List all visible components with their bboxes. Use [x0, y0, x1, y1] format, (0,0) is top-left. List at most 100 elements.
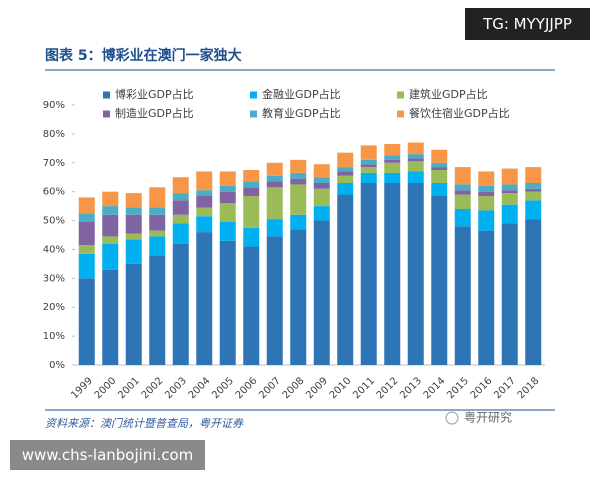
bar-segment [78, 213, 95, 222]
bar-segment [313, 188, 330, 207]
bar-segment [501, 204, 518, 224]
bar-segment [172, 223, 189, 244]
bar-segment [78, 278, 95, 365]
y-tick-label: 60% [43, 187, 65, 198]
bar-segment [290, 172, 307, 179]
bar-segment [196, 216, 213, 233]
bar-segment [102, 236, 119, 244]
bar-segment [243, 170, 260, 182]
bar-segment [102, 243, 119, 270]
bar-segment [219, 203, 236, 222]
bar-segment [149, 207, 166, 215]
y-tick-label: 30% [43, 273, 65, 284]
bar-segment [125, 239, 142, 264]
y-tick-label: 80% [43, 129, 65, 140]
overlay-bottom: www.chs-lanbojini.com [10, 440, 205, 470]
bar-segment [360, 145, 377, 160]
x-tick-label: 2015 [445, 375, 471, 401]
bar-segment [196, 207, 213, 217]
bar-segment [407, 161, 424, 172]
bar-segment [266, 187, 283, 220]
legend-swatch [250, 110, 257, 118]
bar-segment [525, 219, 542, 365]
bar-segment [407, 142, 424, 155]
x-tick-label: 2014 [422, 375, 448, 401]
bar-segment [149, 230, 166, 237]
bar-segment [337, 171, 354, 176]
x-tick-label: 2017 [492, 375, 518, 401]
y-tick-label: 10% [43, 331, 65, 342]
legend-label: 博彩业GDP占比 [115, 87, 194, 101]
bar-segment [337, 167, 354, 172]
source: 资料来源：澳门统计暨普查局，粤开证券 [45, 417, 244, 430]
bar-segment [478, 185, 495, 192]
bar-segment [478, 191, 495, 196]
bar-segment [125, 214, 142, 234]
bar-segment [501, 193, 518, 205]
bar-segment [431, 183, 448, 196]
legend-swatch [250, 91, 257, 99]
bar-segment [501, 168, 518, 185]
legend-label: 金融业GDP占比 [262, 87, 341, 101]
bar-segment [172, 200, 189, 215]
bar-segment [407, 183, 424, 365]
bar-segment [384, 172, 401, 183]
x-tick-label: 2018 [516, 375, 542, 401]
bar-segment [243, 246, 260, 365]
bar-segment [431, 149, 448, 163]
bar-segment [478, 230, 495, 365]
bar-segment [219, 185, 236, 192]
x-tick-label: 2008 [281, 375, 307, 401]
bar-segment [172, 177, 189, 194]
bar-segment [478, 210, 495, 231]
bar-segment [525, 188, 542, 192]
bar-segment [407, 154, 424, 159]
x-tick-label: 2006 [234, 375, 260, 401]
bar-segment [525, 183, 542, 189]
bar-segment [337, 183, 354, 195]
bar-segment [78, 245, 95, 254]
bar-segment [125, 193, 142, 208]
x-tick-label: 2016 [469, 375, 495, 401]
y-tick-label: 0% [49, 360, 65, 371]
bar-segment [501, 223, 518, 365]
bar-segment [243, 181, 260, 188]
bar-segment [266, 162, 283, 176]
bar-segment [172, 193, 189, 201]
bar-segment [196, 171, 213, 191]
y-tick-label: 70% [43, 158, 65, 169]
bar-segment [149, 255, 166, 365]
bar-segment [290, 159, 307, 173]
x-tick-label: 2010 [328, 375, 354, 401]
y-tick-label: 90% [43, 100, 65, 111]
bar-segment [102, 191, 119, 207]
bar-segment [454, 194, 471, 209]
bar-segment [478, 196, 495, 211]
bar-segment [102, 206, 119, 215]
bar-segment [266, 236, 283, 365]
bar-segment [290, 184, 307, 215]
x-tick-label: 1999 [69, 375, 95, 401]
bar-segment [454, 209, 471, 227]
bar-segment [219, 222, 236, 241]
chart-title: 图表 5：博彩业在澳门一家独大 [45, 47, 242, 64]
bar-segment [266, 219, 283, 237]
bar-segment [196, 196, 213, 208]
bar-segment [266, 181, 283, 188]
legend-swatch [397, 110, 404, 118]
bar-segment [360, 167, 377, 173]
bar-segment [360, 183, 377, 365]
bar-segment [219, 240, 236, 365]
x-tick-label: 2001 [116, 375, 142, 401]
x-tick-label: 2003 [163, 375, 189, 401]
bar-segment [407, 158, 424, 162]
watermark: 粤开研究 [464, 410, 512, 425]
bar-segment [313, 206, 330, 221]
legend-swatch [103, 91, 110, 99]
bar-segment [125, 263, 142, 365]
bar-segment [243, 187, 260, 196]
bar-segment [313, 164, 330, 178]
legend-label: 教育业GDP占比 [262, 106, 341, 120]
bar-segment [454, 167, 471, 185]
bar-segment [337, 152, 354, 168]
